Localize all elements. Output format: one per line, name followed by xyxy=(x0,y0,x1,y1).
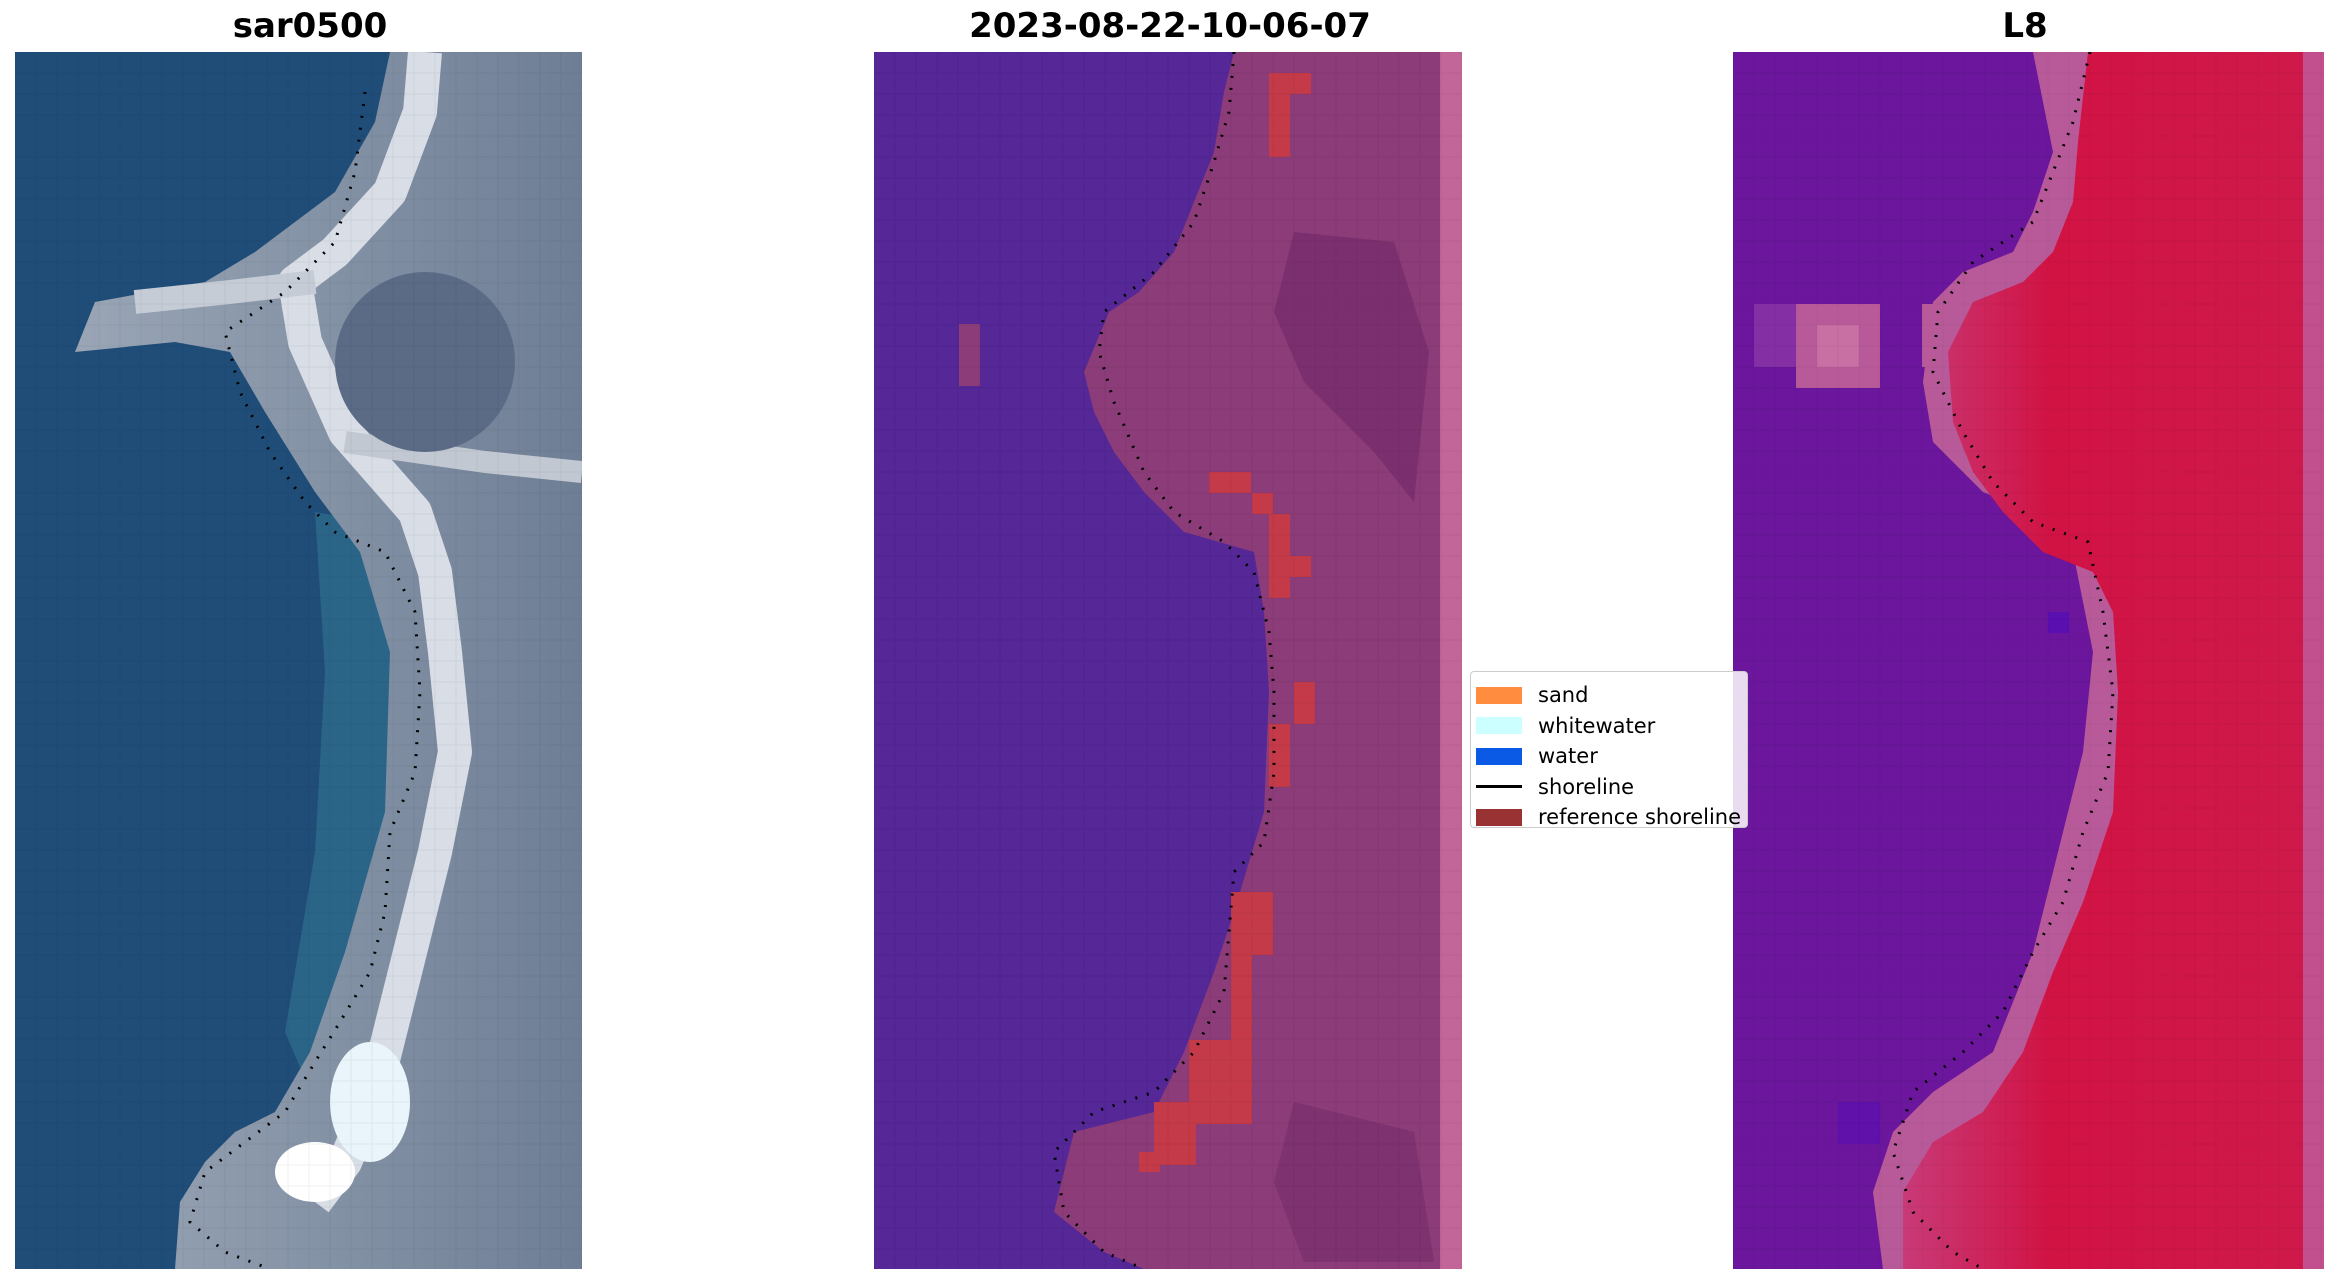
reference-shoreline-swatch xyxy=(1476,808,1522,826)
whitewater-swatch xyxy=(1476,717,1522,735)
classification-overlay-image xyxy=(874,52,1462,1269)
rgb-satellite-image xyxy=(15,52,582,1269)
legend-label: shoreline xyxy=(1538,774,1635,799)
legend-item-water: water xyxy=(1476,741,1747,772)
rgb-image-panel xyxy=(15,52,582,1269)
water-swatch xyxy=(1476,747,1522,765)
index-image-panel xyxy=(1733,52,2324,1269)
legend-item-shoreline: shoreline xyxy=(1476,772,1747,803)
classified-image-panel xyxy=(874,52,1462,1269)
legend-label: reference shoreline xyxy=(1538,805,1742,830)
panel-title-index: L8 xyxy=(2002,6,2048,46)
panel-title-rgb: sar0500 xyxy=(232,6,388,46)
legend-item-whitewater: whitewater xyxy=(1476,711,1747,742)
legend-item-sand: sand xyxy=(1476,680,1747,711)
legend-label: whitewater xyxy=(1538,713,1656,738)
shoreline-trace xyxy=(188,91,422,1269)
sand-swatch xyxy=(1476,686,1522,704)
legend-label: sand xyxy=(1538,683,1589,708)
water-index-image xyxy=(1733,52,2324,1269)
shoreline-line-swatch xyxy=(1476,785,1522,789)
legend-item-reference-shoreline: reference shoreline xyxy=(1476,802,1747,833)
legend: sand whitewater water shoreline referenc… xyxy=(1470,671,1748,829)
legend-label: water xyxy=(1538,744,1598,769)
panel-title-classified: 2023-08-22-10-06-07 xyxy=(969,6,1371,46)
